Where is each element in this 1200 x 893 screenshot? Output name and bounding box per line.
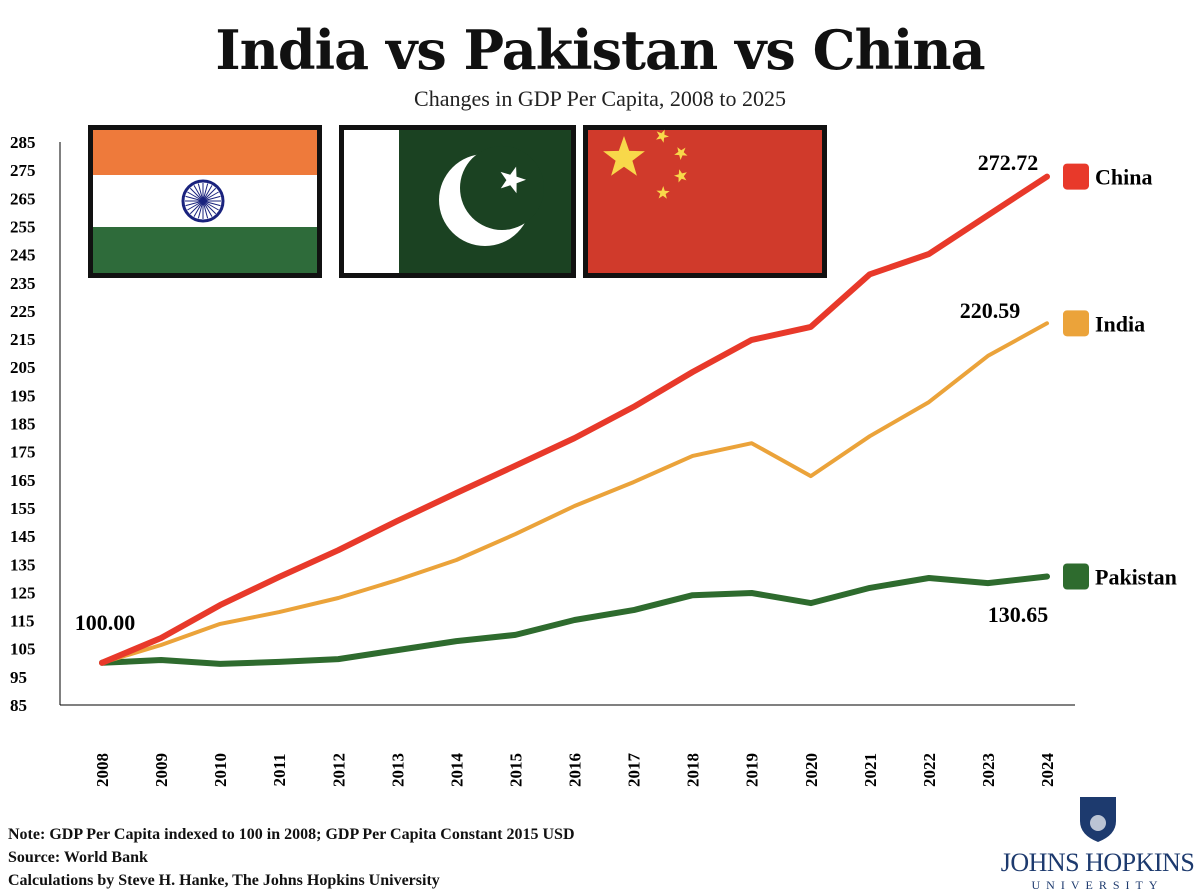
x-tick-label: 2012 xyxy=(329,753,348,787)
johns-hopkins-logo: JOHNS HOPKINS UNIVERSITY xyxy=(1000,795,1195,893)
x-tick-label: 2020 xyxy=(802,753,821,787)
x-tick-label: 2008 xyxy=(93,753,112,787)
legend-swatch-india xyxy=(1063,310,1089,336)
end-value-label: 130.65 xyxy=(988,602,1049,627)
x-tick-label: 2010 xyxy=(211,753,230,787)
y-tick-label: 285 xyxy=(10,133,36,152)
y-tick-label: 215 xyxy=(10,330,36,349)
shield-icon xyxy=(1076,795,1120,843)
legend-swatch-china xyxy=(1063,164,1089,190)
x-tick-label: 2014 xyxy=(447,753,466,788)
legend-label-china: China xyxy=(1095,165,1152,190)
series-line-india xyxy=(102,323,1047,663)
footer-credit: Calculations by Steve H. Hanke, The John… xyxy=(8,872,440,890)
y-tick-label: 235 xyxy=(10,274,36,293)
x-tick-label: 2015 xyxy=(506,753,525,787)
x-tick-label: 2009 xyxy=(152,753,171,787)
y-tick-label: 205 xyxy=(10,358,36,377)
y-tick-label: 145 xyxy=(10,527,36,546)
y-tick-label: 85 xyxy=(10,696,27,715)
y-tick-label: 95 xyxy=(10,668,27,687)
x-tick-label: 2017 xyxy=(625,753,644,788)
x-tick-label: 2021 xyxy=(861,753,880,787)
pakistan-flag xyxy=(339,125,576,278)
x-tick-label: 2023 xyxy=(979,753,998,787)
y-tick-label: 155 xyxy=(10,499,36,518)
y-tick-label: 165 xyxy=(10,471,36,490)
end-value-label: 272.72 xyxy=(978,150,1039,175)
y-tick-label: 175 xyxy=(10,443,36,462)
x-tick-label: 2016 xyxy=(566,753,585,787)
x-tick-label: 2011 xyxy=(270,753,289,786)
x-tick-label: 2019 xyxy=(743,753,762,787)
y-tick-label: 275 xyxy=(10,161,36,180)
y-tick-label: 225 xyxy=(10,302,36,321)
x-tick-label: 2022 xyxy=(920,753,939,787)
y-tick-label: 185 xyxy=(10,415,36,434)
india-flag xyxy=(88,125,322,278)
legend-swatch-pakistan xyxy=(1063,563,1089,589)
x-tick-label: 2018 xyxy=(684,753,703,787)
y-tick-label: 125 xyxy=(10,583,36,602)
logo-name: JOHNS HOPKINS xyxy=(1000,848,1195,878)
logo-sub: UNIVERSITY xyxy=(1000,878,1195,893)
start-value-label: 100.00 xyxy=(75,610,136,635)
y-tick-label: 195 xyxy=(10,386,36,405)
y-tick-label: 135 xyxy=(10,555,36,574)
china-flag xyxy=(583,125,827,278)
legend-label-india: India xyxy=(1095,311,1145,336)
y-tick-label: 265 xyxy=(10,189,36,208)
y-tick-label: 115 xyxy=(10,612,35,631)
footer-source: Source: World Bank xyxy=(8,849,148,867)
y-tick-label: 255 xyxy=(10,217,36,236)
y-tick-label: 105 xyxy=(10,640,36,659)
footer-note: Note: GDP Per Capita indexed to 100 in 2… xyxy=(8,826,575,844)
x-tick-label: 2013 xyxy=(388,753,407,787)
y-tick-label: 245 xyxy=(10,246,36,265)
legend-label-pakistan: Pakistan xyxy=(1095,564,1177,589)
x-tick-label: 2024 xyxy=(1038,753,1057,788)
end-value-label: 220.59 xyxy=(960,298,1021,323)
